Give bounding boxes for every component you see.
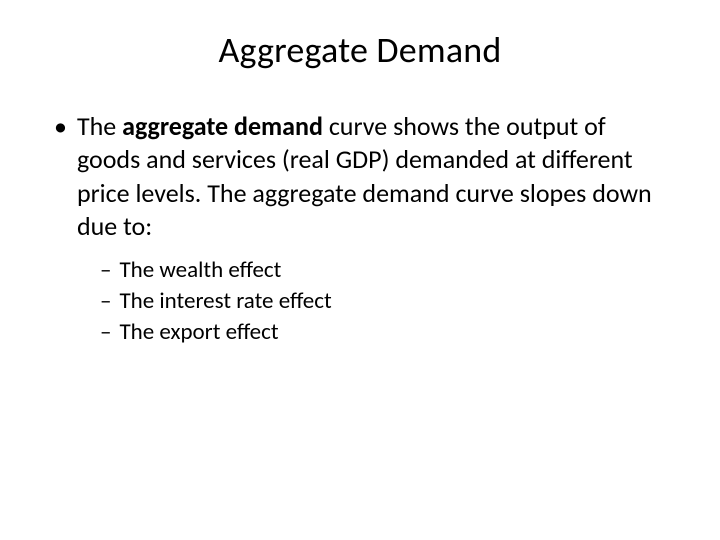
slide-title: Aggregate Demand [48, 28, 672, 72]
bullet-marker: • [48, 110, 77, 243]
main-bullet-text: The aggregate demand curve shows the out… [77, 110, 672, 243]
sub-bullet-text: The wealth effect [119, 255, 281, 286]
dash-marker: – [100, 317, 119, 348]
sub-bullet-list: – The wealth effect – The interest rate … [48, 255, 672, 348]
text-pre: The [77, 110, 122, 142]
main-bullet: • The aggregate demand curve shows the o… [48, 110, 672, 243]
sub-bullet-item: – The wealth effect [100, 255, 672, 286]
sub-bullet-text: The interest rate effect [119, 286, 331, 317]
sub-bullet-text: The export effect [119, 317, 278, 348]
slide-container: Aggregate Demand • The aggregate demand … [0, 0, 720, 540]
text-bold: aggregate demand [122, 110, 323, 142]
dash-marker: – [100, 286, 119, 317]
sub-bullet-item: – The interest rate effect [100, 286, 672, 317]
sub-bullet-item: – The export effect [100, 317, 672, 348]
dash-marker: – [100, 255, 119, 286]
